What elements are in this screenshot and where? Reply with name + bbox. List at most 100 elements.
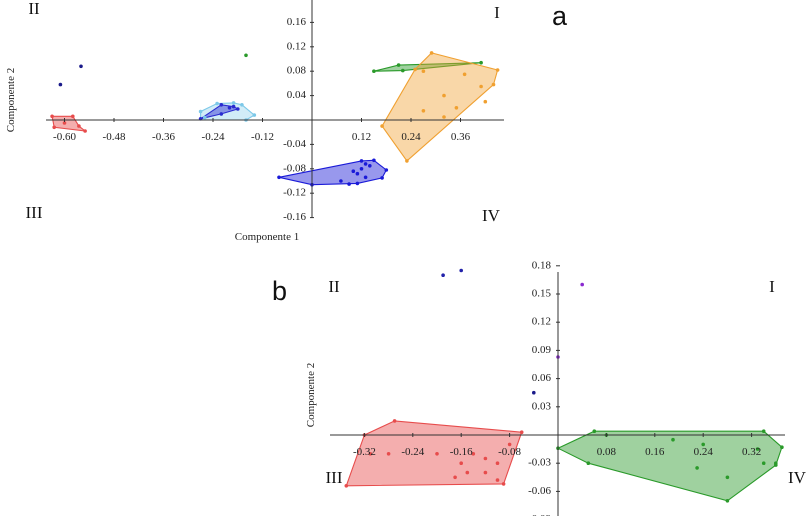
panel-a-label: a [552,1,568,31]
panel-a-orange-point [421,109,426,113]
panel-a-orange-point [479,84,483,89]
panel-b-green-point [586,461,591,466]
panel-a-y-tick-label: 0.12 [287,40,306,52]
panel-b-red-group-hull [345,420,523,487]
panel-a-red-point [77,124,81,128]
panel-b-quadrant-iii: III [326,468,343,487]
panel-b-y-ticks: 0.18 0.15 0.12 0.09 0.06 0.03 -0.03 -0.06 -0.09 [528,259,560,516]
panel-b-outlier-point [459,268,464,273]
panel-a-orange-point [380,124,384,128]
panel-b-y-tick-label: 0.03 [532,400,552,412]
panel-a-blue-point [384,168,389,172]
panel-a-blue-point [359,167,364,171]
panel-a-red-point [83,129,87,133]
panel-a-x-tick-label: -0.36 [152,131,175,143]
panel-b: -0.32 -0.24 -0.16 -0.08 0.08 0.16 0.24 0.32 0.1… [272,259,807,516]
panel-a-points [50,51,500,187]
panel-a-blue-point [372,158,376,163]
panel-b-green-point [761,429,766,434]
panel-b-outlier-point [580,282,584,287]
panel-b-y-tick-label: -0.09 [528,513,551,516]
panel-a-green-point [372,69,376,73]
panel-a-y-tick-label: 0.04 [287,89,307,101]
panel-a-green-point [396,63,401,67]
panel-b-y-tick-label: -0.03 [528,457,551,469]
panel-b-green-point [671,437,675,442]
panel-b-green-point [695,466,699,470]
panel-b-red-point [483,456,488,461]
panel-a-blue-point [380,176,384,180]
panel-a-dark-blue-point [227,106,232,110]
panel-b-green-point [592,429,597,434]
panel-a-quadrant-ii: II [28,0,40,18]
panel-a-blue-group-hull [278,159,388,186]
panel-a-red-point [50,114,54,119]
panel-a-blue-point [363,175,368,180]
panel-b-red-point [495,478,500,482]
panel-b-red-point [344,484,349,488]
panel-a-orange-point [483,99,488,104]
panel-b-x-tick-label: -0.16 [450,446,473,458]
panel-a-orange-point [442,115,446,119]
panel-a-y-tick-label: -0.04 [283,138,306,150]
panel-a-x-axis-title: Componente 1 [235,231,299,243]
panel-b-green-point [725,475,730,480]
panel-b-x-tick-label: 0.24 [694,446,714,458]
panel-a: -0.60 -0.48 -0.36 -0.24 -0.12 0.12 0.24 0.36 0.… [5,0,568,243]
panel-b-label: b [272,276,287,306]
panel-b-y-tick-label: 0.09 [532,344,552,356]
panel-b-red-point [483,470,488,475]
panel-b-green-point [761,461,766,466]
panel-b-y-tick-label: 0.18 [532,259,552,271]
panel-b-quadrant-i: I [769,277,775,296]
panel-a-x-ticks: -0.60 -0.48 -0.36 -0.24 -0.12 0.12 0.24 0.36 [53,118,471,143]
panel-a-outlier-point [58,82,63,87]
panel-a-blue-point [351,169,356,173]
panel-b-outlier-point [532,390,536,395]
panel-a-x-tick-label: -0.60 [53,131,76,143]
panel-a-light-blue-point [198,109,203,114]
panel-a-y-tick-label: -0.08 [283,162,306,174]
panel-a-dark-blue-point [231,104,236,109]
panel-a-hulls [51,52,499,186]
panel-b-quadrant-ii: II [328,277,340,296]
panel-a-orange-point [495,68,500,72]
panel-a-quadrant-i: I [494,3,500,22]
panel-b-y-axis-title: Componente 2 [305,363,317,427]
panel-a-blue-point [363,162,368,166]
panel-a-light-blue-point [252,113,257,117]
panel-b-green-point [780,445,784,450]
panel-a-y-tick-label: 0.08 [287,65,307,77]
panel-a-quadrant-iii: III [26,203,43,222]
panel-b-red-point [386,452,391,456]
panel-b-red-point [519,430,524,435]
panel-a-outlier-point [244,53,248,58]
panel-a-x-tick-label: -0.12 [251,131,274,143]
panel-b-x-tick-label: -0.24 [401,446,424,458]
panel-b-red-point [453,475,457,480]
panel-b-outlier-point [441,273,445,278]
panel-a-blue-point [368,164,372,168]
panel-a-outlier-point [79,64,83,69]
panel-b-green-point [774,461,778,466]
panel-b-red-point [392,419,397,423]
panel-a-green-point [401,68,405,73]
panel-a-orange-point [405,159,409,163]
panel-a-y-tick-label: -0.12 [283,187,306,199]
panel-b-hulls [345,420,783,502]
panel-a-light-blue-point [203,115,207,120]
panel-a-light-blue-point [240,103,244,107]
panel-a-x-tick-label: 0.12 [352,131,371,143]
panel-b-green-point [725,499,730,503]
panel-b-red-point [501,482,506,486]
panel-b-red-point [435,452,439,456]
panel-b-y-tick-label: 0.06 [532,372,552,384]
panel-b-y-tick-label: 0.15 [532,288,552,300]
panel-a-x-tick-label: -0.48 [103,131,126,143]
panel-a-dark-blue-point [219,112,224,116]
panel-a-x-tick-label: 0.36 [451,131,471,143]
panel-a-y-tick-label: 0.16 [287,16,307,28]
panel-b-red-point [459,461,464,466]
panel-a-x-tick-label: 0.24 [401,131,421,143]
panel-a-light-blue-point [231,101,236,105]
